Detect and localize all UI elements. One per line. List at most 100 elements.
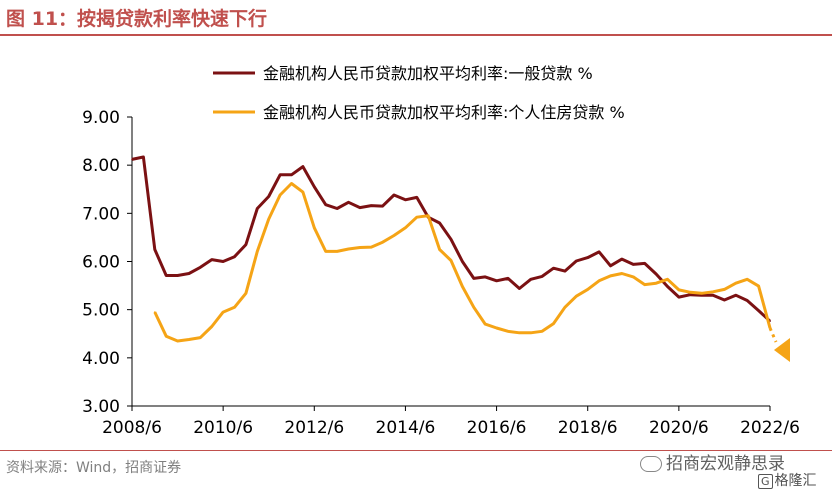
data-point-1 <box>267 195 270 198</box>
data-point-2 <box>552 322 555 325</box>
data-point-1 <box>370 204 373 207</box>
data-point-2 <box>176 340 179 342</box>
data-point-1 <box>598 251 600 253</box>
x-tick-label: 2010/6 <box>193 418 253 438</box>
data-point-2 <box>324 250 327 253</box>
y-tick-label: 9.00 <box>82 108 120 128</box>
title-bar: 图 11：按揭贷款利率快速下行 <box>0 0 832 36</box>
data-point-1 <box>507 277 509 280</box>
wechat-icon <box>640 456 662 472</box>
watermark: 招商宏观静思录 <box>640 449 785 474</box>
data-point-2 <box>655 282 657 285</box>
data-point-1 <box>302 165 304 168</box>
data-point-1 <box>666 285 669 288</box>
data-point-2 <box>530 332 532 334</box>
legend-label-1: 金融机构人民币贷款加权平均利率:一般贷款 % <box>263 64 593 83</box>
x-tick-label: 2018/6 <box>558 418 618 438</box>
data-point-2 <box>643 283 646 286</box>
data-point-2 <box>199 336 202 339</box>
data-point-1 <box>632 263 635 266</box>
data-point-1 <box>359 206 361 209</box>
data-point-2 <box>484 323 487 325</box>
data-point-2 <box>256 250 259 253</box>
data-point-1 <box>723 299 726 301</box>
data-point-1 <box>541 275 543 278</box>
data-point-1 <box>256 207 259 210</box>
data-point-1 <box>290 174 293 176</box>
data-point-2 <box>712 291 714 293</box>
data-point-1 <box>484 276 487 278</box>
data-point-2 <box>507 330 509 333</box>
data-point-2 <box>279 194 281 196</box>
data-point-2 <box>689 291 692 294</box>
footer-divider <box>0 450 832 451</box>
data-point-2 <box>154 311 156 313</box>
x-tick-label: 2012/6 <box>284 418 344 438</box>
data-point-1 <box>324 203 327 206</box>
data-point-2 <box>518 332 521 334</box>
data-point-2 <box>267 218 270 220</box>
data-point-2 <box>700 292 703 295</box>
y-axis: 3.00 4.00 5.00 6.00 7.00 8.00 9.00 <box>82 108 133 417</box>
x-tick-label: 2014/6 <box>376 418 436 438</box>
y-tick-label: 3.00 <box>82 397 120 417</box>
data-point-1 <box>552 267 555 270</box>
x-tick-label: 2016/6 <box>467 418 527 438</box>
data-point-2 <box>233 306 236 309</box>
data-point-1 <box>495 280 498 282</box>
data-point-1 <box>655 273 657 275</box>
y-tick-label: 5.00 <box>82 301 120 321</box>
data-point-1 <box>211 258 213 261</box>
data-point-2 <box>427 214 430 217</box>
data-point-1 <box>757 309 760 312</box>
data-point-2 <box>666 278 669 281</box>
data-point-1 <box>233 255 236 258</box>
data-point-1 <box>586 256 589 259</box>
data-point-1 <box>735 294 737 297</box>
data-point-1 <box>450 238 452 241</box>
data-point-1 <box>336 207 338 210</box>
legend-label-2: 金融机构人民币贷款加权平均利率:个人住房贷款 % <box>263 103 625 122</box>
data-point-2 <box>609 275 612 277</box>
chart-legend: 金融机构人民币贷款加权平均利率:一般贷款 % 金融机构人民币贷款加权平均利率:个人… <box>213 64 625 122</box>
data-point-2 <box>586 288 589 291</box>
figure-title: 图 11：按揭贷款利率快速下行 <box>6 8 268 30</box>
title-divider <box>0 34 832 36</box>
line-chart: 金融机构人民币贷款加权平均利率:一般贷款 % 金融机构人民币贷款加权平均利率:个人… <box>82 64 800 438</box>
x-tick-label: 2020/6 <box>649 418 709 438</box>
data-point-1 <box>438 222 441 224</box>
data-point-2 <box>393 234 395 237</box>
data-point-1 <box>643 262 646 265</box>
data-point-2 <box>598 280 600 282</box>
data-point-2 <box>381 241 384 243</box>
data-point-2 <box>746 278 748 281</box>
data-point-1 <box>245 243 247 246</box>
data-point-1 <box>165 274 167 277</box>
data-point-1 <box>678 296 680 298</box>
y-tick-label: 6.00 <box>82 253 120 273</box>
data-point-2 <box>621 272 623 275</box>
data-point-2 <box>404 227 407 229</box>
data-point-2 <box>757 285 760 287</box>
data-point-1 <box>416 196 418 199</box>
data-point-2 <box>313 227 316 229</box>
data-point-2 <box>245 292 247 295</box>
y-tick-label: 7.00 <box>82 204 120 224</box>
data-point-2 <box>735 282 737 285</box>
data-point-2 <box>188 338 190 341</box>
data-point-2 <box>211 325 213 328</box>
x-axis: 2008/6 2010/6 2012/6 2014/6 2016/6 2018/6 2020… <box>102 405 800 438</box>
data-point-1 <box>700 294 703 297</box>
data-point-2 <box>290 182 293 185</box>
data-point-2 <box>359 246 361 249</box>
watermark-label: 招商宏观静思录 <box>666 454 785 474</box>
data-point-1 <box>381 205 384 207</box>
data-point-2 <box>438 248 441 251</box>
data-point-1 <box>712 294 714 297</box>
data-point-1 <box>142 156 145 158</box>
data-point-2 <box>347 248 350 250</box>
data-point-1 <box>461 260 464 263</box>
x-tick-label: 2008/6 <box>102 418 162 438</box>
data-point-1 <box>176 274 179 277</box>
data-point-1 <box>222 260 224 263</box>
